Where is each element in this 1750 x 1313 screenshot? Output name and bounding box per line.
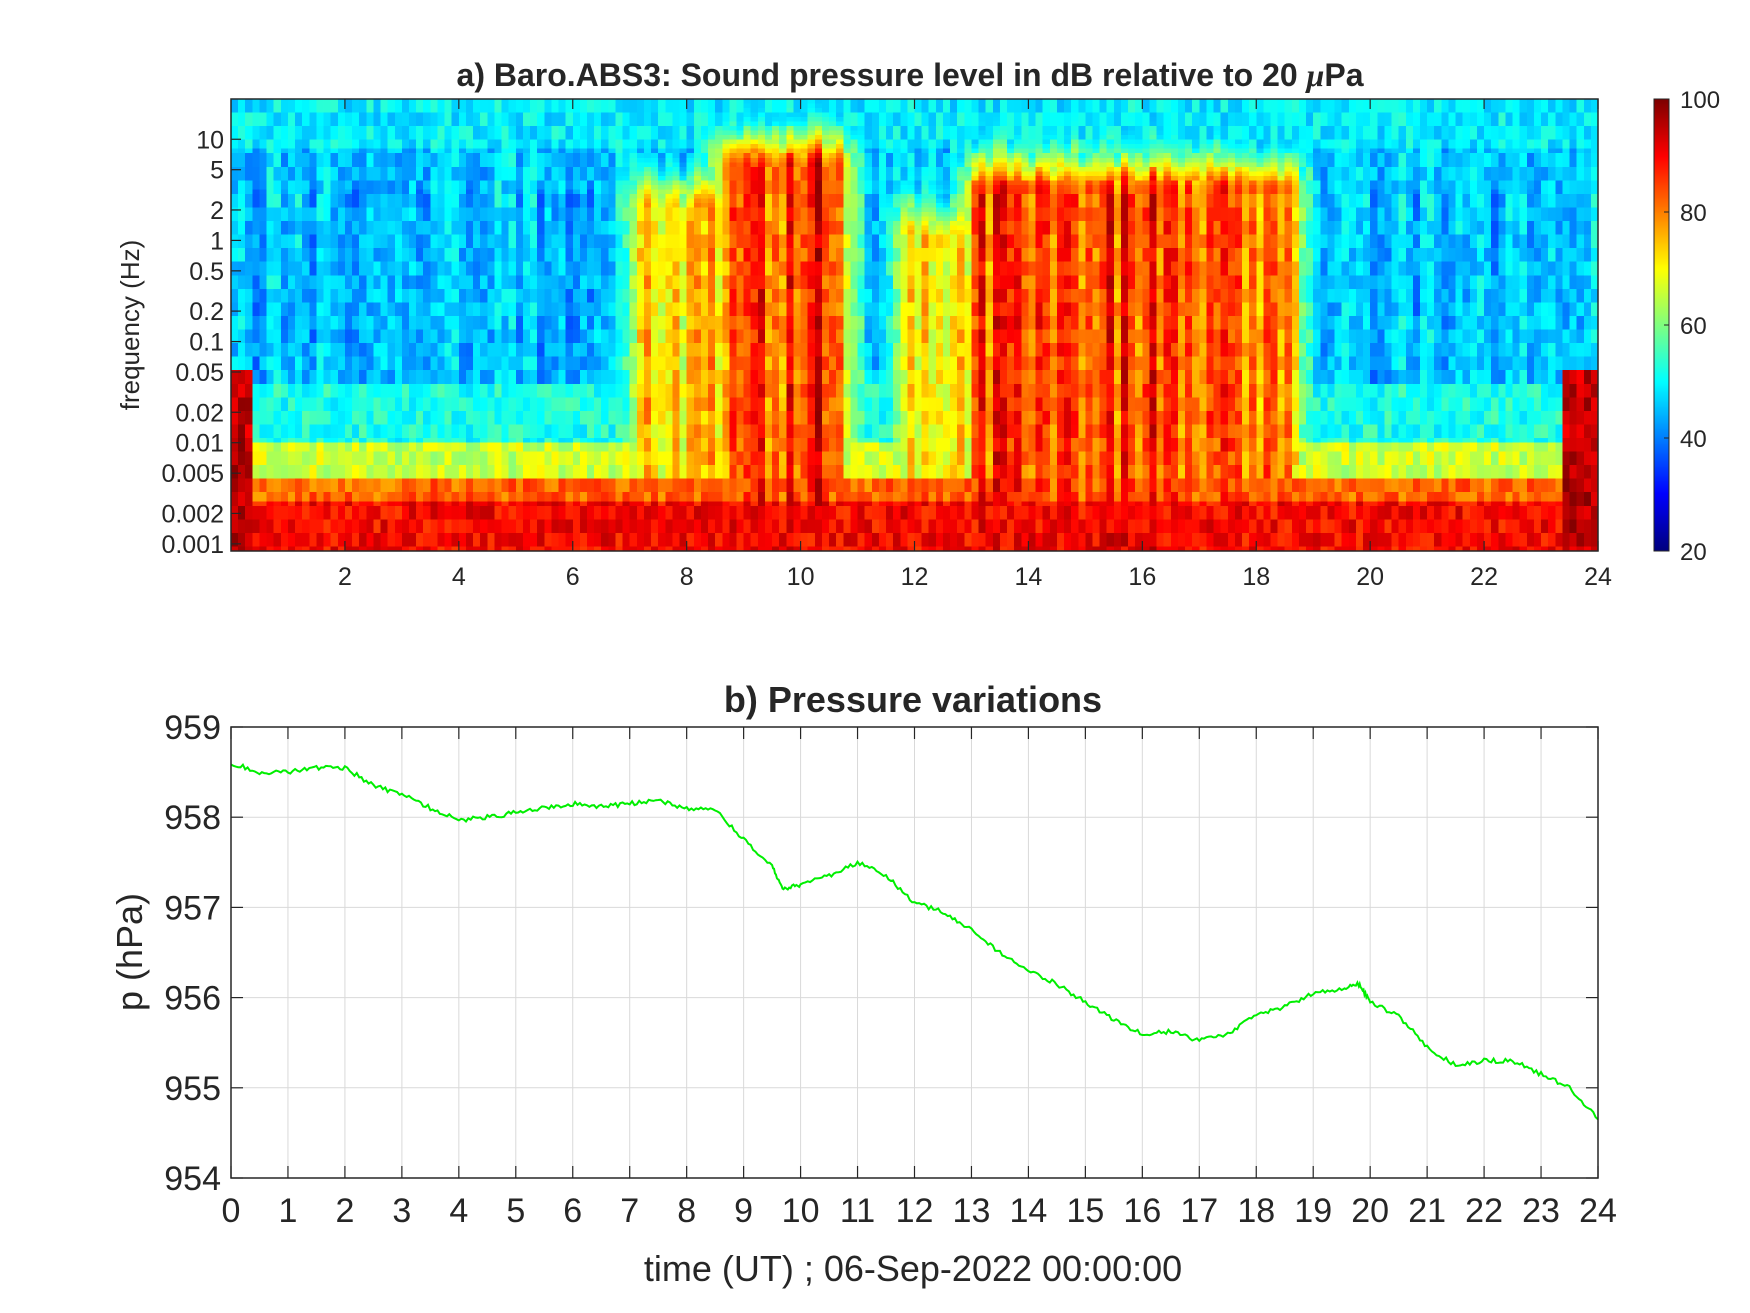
spectrogram-y-tick-label: 0.5	[189, 258, 224, 286]
pressure-x-tick-label: 19	[1294, 1192, 1332, 1230]
pressure-x-tick-label: 2	[335, 1192, 354, 1230]
pressure-x-tick-label: 8	[677, 1192, 696, 1230]
pressure-y-tick-label: 958	[164, 799, 221, 837]
spectrogram-x-tick-label: 10	[787, 563, 815, 591]
pressure-panel: b) Pressure variations 0 1 2 3 4 5 6 7 8 9 10 11 12 1…	[109, 679, 1617, 1289]
spectrogram-x-ticks: 2 4 6 8 10 12 14 16 18 20 22 24	[338, 99, 1612, 591]
pressure-x-tick-label: 0	[222, 1192, 241, 1230]
spectrogram-panel: a) Baro.ABS3: Sound pressure level in dB…	[115, 57, 1720, 591]
pressure-y-tick-label: 957	[164, 889, 221, 927]
spectrogram-y-tick-label: 0.1	[189, 329, 224, 357]
pressure-x-tick-label: 12	[896, 1192, 934, 1230]
spectrogram-x-tick-label: 2	[338, 563, 352, 591]
spectrogram-y-tick-label: 5	[210, 157, 224, 185]
pressure-title: b) Pressure variations	[724, 679, 1102, 720]
pressure-series-line	[230, 762, 1599, 1121]
pressure-x-tick-label: 9	[734, 1192, 753, 1230]
pressure-x-tick-label: 7	[620, 1192, 639, 1230]
spectrogram-x-tick-label: 22	[1470, 563, 1498, 591]
pressure-x-tick-label: 24	[1579, 1192, 1617, 1230]
pressure-x-axis-label: time (UT) ; 06-Sep-2022 00:00:00	[644, 1248, 1182, 1289]
spectrogram-x-tick-label: 24	[1584, 563, 1612, 591]
spectrogram-y-tick-label: 10	[196, 126, 224, 154]
spectrogram-y-tick-label: 0.05	[175, 359, 224, 387]
colorbar-ticks: 20 40 60 80 100	[1664, 87, 1720, 566]
spectrogram-image	[231, 99, 1598, 551]
spectrogram-x-tick-label: 20	[1356, 563, 1384, 591]
pressure-x-ticks: 0 1 2 3 4 5 6 7 8 9 10 11 12 13 14 15 16 17 18 19 20 21 22 23 24	[222, 727, 1617, 1230]
pressure-x-tick-label: 16	[1123, 1192, 1161, 1230]
spectrogram-y-tick-label: 0.02	[175, 399, 224, 427]
pressure-x-tick-label: 23	[1522, 1192, 1560, 1230]
spectrogram-y-tick-label: 0.005	[161, 460, 224, 488]
spectrogram-y-tick-label: 0.2	[189, 298, 224, 326]
spectrogram-x-tick-label: 18	[1242, 563, 1270, 591]
spectrogram-x-tick-label: 14	[1015, 563, 1043, 591]
colorbar-tick-label: 20	[1680, 539, 1707, 566]
spectrogram-axes-box	[230, 98, 1599, 552]
pressure-x-tick-label: 15	[1066, 1192, 1104, 1230]
spectrogram-y-tick-label: 0.001	[161, 531, 224, 559]
spectrogram-x-tick-label: 4	[452, 563, 466, 591]
pressure-x-tick-label: 4	[449, 1192, 468, 1230]
spectrogram-y-tick-label: 2	[210, 197, 224, 225]
colorbar-tick-label: 100	[1680, 87, 1720, 114]
pressure-y-tick-label: 959	[164, 709, 221, 747]
spectrogram-y-axis-label: frequency (Hz)	[115, 240, 145, 411]
pressure-x-tick-label: 14	[1010, 1192, 1048, 1230]
pressure-y-tick-label: 955	[164, 1070, 221, 1108]
pressure-y-tick-label: 954	[164, 1160, 221, 1198]
pressure-x-tick-label: 20	[1351, 1192, 1389, 1230]
pressure-x-tick-label: 5	[506, 1192, 525, 1230]
pressure-x-tick-label: 13	[953, 1192, 991, 1230]
spectrogram-x-tick-label: 12	[901, 563, 929, 591]
colorbar-tick-label: 40	[1680, 426, 1707, 453]
spectrogram-y-tick-label: 1	[210, 227, 224, 255]
spectrogram-x-tick-label: 8	[680, 563, 694, 591]
pressure-x-tick-label: 11	[840, 1192, 875, 1230]
spectrogram-y-tick-label: 0.01	[175, 430, 224, 458]
colorbar-tick-label: 60	[1680, 313, 1707, 340]
spectrogram-y-tick-label: 0.002	[161, 500, 224, 528]
pressure-grid	[230, 726, 1599, 1179]
pressure-x-tick-label: 22	[1465, 1192, 1503, 1230]
pressure-x-tick-label: 6	[563, 1192, 582, 1230]
spectrogram-title: a) Baro.ABS3: Sound pressure level in dB…	[457, 57, 1364, 93]
pressure-x-tick-label: 3	[392, 1192, 411, 1230]
pressure-x-tick-label: 21	[1408, 1192, 1446, 1230]
colorbar-tick-label: 80	[1680, 200, 1707, 227]
spectrogram-x-tick-label: 6	[566, 563, 580, 591]
pressure-x-tick-label: 17	[1180, 1192, 1218, 1230]
pressure-x-tick-label: 10	[782, 1192, 820, 1230]
spectrogram-x-tick-label: 16	[1128, 563, 1156, 591]
pressure-y-axis-label: p (hPa)	[109, 893, 150, 1011]
pressure-y-tick-label: 956	[164, 980, 221, 1018]
pressure-x-tick-label: 18	[1237, 1192, 1275, 1230]
pressure-x-tick-label: 1	[278, 1192, 297, 1230]
pressure-y-ticks: 954 955 956 957 958 959	[164, 709, 1598, 1198]
